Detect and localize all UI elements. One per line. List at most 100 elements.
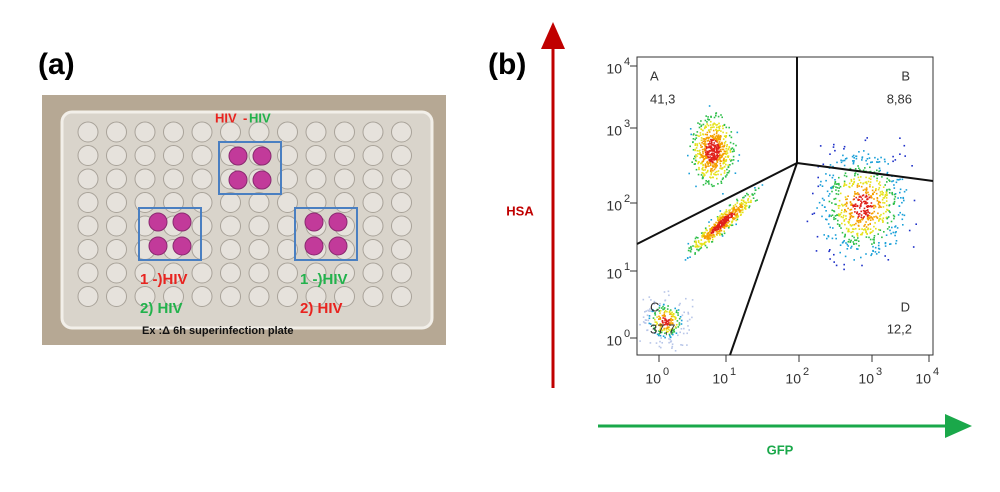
dot (831, 185, 834, 188)
dot (670, 315, 673, 318)
dot (721, 142, 723, 145)
dot (654, 329, 656, 331)
dot (669, 341, 672, 343)
dot (668, 319, 670, 321)
dot (679, 331, 681, 334)
well (220, 215, 241, 237)
dot (687, 325, 689, 327)
dot (835, 203, 837, 206)
dot (819, 184, 822, 186)
well (277, 192, 298, 213)
dot (745, 205, 748, 207)
dot (693, 163, 696, 165)
dot (844, 234, 846, 237)
dot (731, 211, 733, 214)
pink-well (304, 236, 324, 256)
dot (833, 216, 835, 219)
dot (657, 334, 660, 337)
well (191, 168, 213, 190)
dot (722, 131, 724, 134)
dot (884, 195, 886, 198)
dot (883, 231, 885, 233)
dot (702, 176, 704, 179)
dot (892, 231, 895, 234)
dot (710, 171, 713, 173)
dot (718, 141, 721, 143)
dot (683, 311, 685, 314)
dot (669, 318, 672, 320)
dot (694, 159, 697, 162)
dot (678, 322, 681, 324)
dot (731, 159, 733, 161)
dot (703, 138, 705, 140)
dot (902, 197, 905, 200)
dot (718, 217, 721, 219)
dot (715, 162, 717, 165)
dot (664, 319, 666, 321)
dot (712, 169, 714, 172)
dot (703, 233, 705, 236)
dot (713, 236, 715, 238)
dot (881, 219, 884, 221)
dot (850, 178, 853, 181)
dot (671, 328, 674, 331)
dot (831, 176, 834, 179)
dot (709, 124, 712, 126)
dot (744, 204, 746, 207)
dot (879, 169, 881, 172)
dot (840, 159, 842, 162)
dot (653, 303, 655, 305)
dot (837, 205, 840, 207)
dot (866, 158, 869, 160)
well (362, 239, 384, 260)
dot (723, 227, 726, 229)
dot (888, 226, 890, 228)
dot (687, 313, 690, 315)
dot (697, 241, 700, 244)
dot (712, 176, 714, 179)
dot (856, 184, 859, 187)
dot (711, 168, 713, 170)
dot (706, 165, 708, 167)
dot (708, 240, 711, 242)
dot (856, 219, 858, 222)
dot (682, 332, 685, 335)
dot (664, 332, 666, 335)
dot (719, 125, 721, 127)
dot (706, 152, 708, 155)
dot (709, 228, 711, 230)
dot (912, 246, 915, 248)
dot (717, 158, 719, 161)
dot (695, 240, 697, 242)
pink-well (328, 236, 348, 256)
dot (860, 210, 862, 213)
dot (742, 200, 745, 203)
dot (748, 205, 751, 207)
dot (666, 324, 669, 326)
dot (867, 191, 869, 194)
dot (722, 226, 724, 228)
dot (888, 192, 891, 194)
dot (884, 242, 887, 245)
dot (696, 134, 699, 137)
dot (901, 218, 904, 221)
dot (715, 227, 718, 229)
dot (671, 327, 674, 330)
dot (723, 135, 726, 137)
dot (706, 121, 708, 123)
dot (751, 193, 753, 195)
dot (707, 116, 709, 118)
dot (720, 160, 723, 162)
dot (857, 176, 860, 179)
dot (689, 145, 691, 148)
quadrant-value: 37,7 (650, 321, 675, 336)
well (277, 286, 298, 307)
dot (741, 206, 743, 208)
dot (729, 158, 731, 161)
dot (687, 249, 690, 252)
tick-exponent: 0 (624, 328, 630, 340)
dot (672, 314, 674, 316)
dot (665, 322, 668, 324)
dot (675, 317, 677, 319)
dot (706, 229, 708, 232)
